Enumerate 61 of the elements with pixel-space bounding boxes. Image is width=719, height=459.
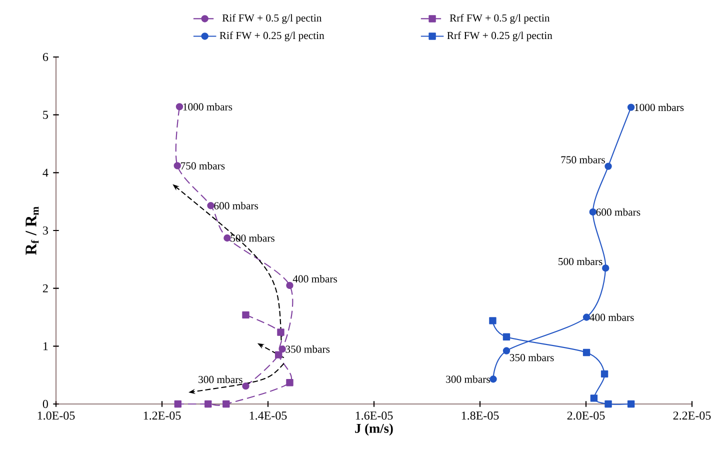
point bbox=[176, 103, 184, 110]
annotation: 300 mbars bbox=[198, 376, 242, 384]
point bbox=[604, 162, 612, 170]
point bbox=[502, 347, 510, 354]
point bbox=[275, 351, 282, 358]
annotation: 300 mbars bbox=[446, 375, 490, 383]
annotation: 1000 mbars bbox=[183, 102, 232, 110]
point bbox=[627, 400, 635, 408]
x-tick-label: 1.0E-05 bbox=[38, 412, 75, 420]
legend-label: Rrf FW + 0.5 g/l pectin bbox=[450, 14, 550, 24]
annotation: 600 mbars bbox=[214, 202, 258, 210]
legend-label: Rif FW + 0.25 g/l pectin bbox=[220, 31, 324, 42]
point bbox=[627, 104, 635, 111]
annotation: 350 mbars bbox=[286, 345, 330, 353]
point bbox=[489, 317, 496, 324]
annotation: 400 mbars bbox=[590, 313, 634, 321]
annotation: 500 mbars bbox=[558, 258, 602, 266]
annotation: 750 mbars bbox=[561, 156, 605, 164]
y-tick-label: 4 bbox=[42, 168, 48, 177]
point bbox=[207, 202, 214, 210]
x-tick-label: 1.4E-05 bbox=[250, 412, 287, 420]
point bbox=[174, 162, 181, 170]
point bbox=[600, 370, 608, 378]
y-tick-label: 2 bbox=[42, 284, 48, 292]
point bbox=[502, 333, 510, 340]
legend-label: Rrf FW + 0.25 g/l pectin bbox=[447, 31, 552, 42]
point bbox=[242, 311, 250, 319]
annotation: 750 mbars bbox=[181, 162, 225, 170]
point bbox=[277, 328, 284, 336]
annotation: 1000 mbars bbox=[634, 104, 684, 112]
x-tick-label: 2.2E-05 bbox=[673, 412, 711, 420]
y-tick-label: 5 bbox=[43, 110, 48, 119]
annotation: 500 mbars bbox=[230, 234, 274, 242]
point bbox=[242, 382, 250, 390]
y-axis-title: R$_{f}$ / R$_{m}$ bbox=[26, 206, 39, 255]
point bbox=[604, 400, 612, 408]
point bbox=[204, 400, 212, 408]
x-tick-label: 1.2E-05 bbox=[144, 412, 181, 420]
y-tick-label: 6 bbox=[42, 52, 48, 62]
annotation: 400 mbars bbox=[292, 274, 338, 282]
point bbox=[174, 400, 182, 408]
y-tick-label: 1 bbox=[43, 342, 48, 350]
point bbox=[224, 234, 231, 242]
y-tick-label: 3 bbox=[43, 226, 48, 235]
annotation: 350 mbars bbox=[510, 354, 554, 362]
point bbox=[286, 282, 294, 290]
point bbox=[582, 348, 590, 356]
x-axis-title: J (m/s) bbox=[355, 424, 393, 436]
x-tick-label: 1.8E-05 bbox=[462, 412, 499, 420]
annotation: 600 mbars bbox=[596, 208, 640, 216]
legend-label: Rif FW + 0.5 g/l pectin bbox=[222, 14, 322, 24]
x-tick-label: 2.0E-05 bbox=[567, 412, 605, 420]
y-tick-label: 0 bbox=[42, 400, 48, 408]
point bbox=[590, 394, 598, 402]
point bbox=[589, 208, 596, 216]
point bbox=[286, 378, 294, 386]
point bbox=[490, 376, 497, 383]
point bbox=[602, 264, 610, 272]
point bbox=[222, 400, 230, 408]
point bbox=[278, 345, 286, 353]
x-tick-label: 1.6E-05 bbox=[356, 412, 393, 420]
